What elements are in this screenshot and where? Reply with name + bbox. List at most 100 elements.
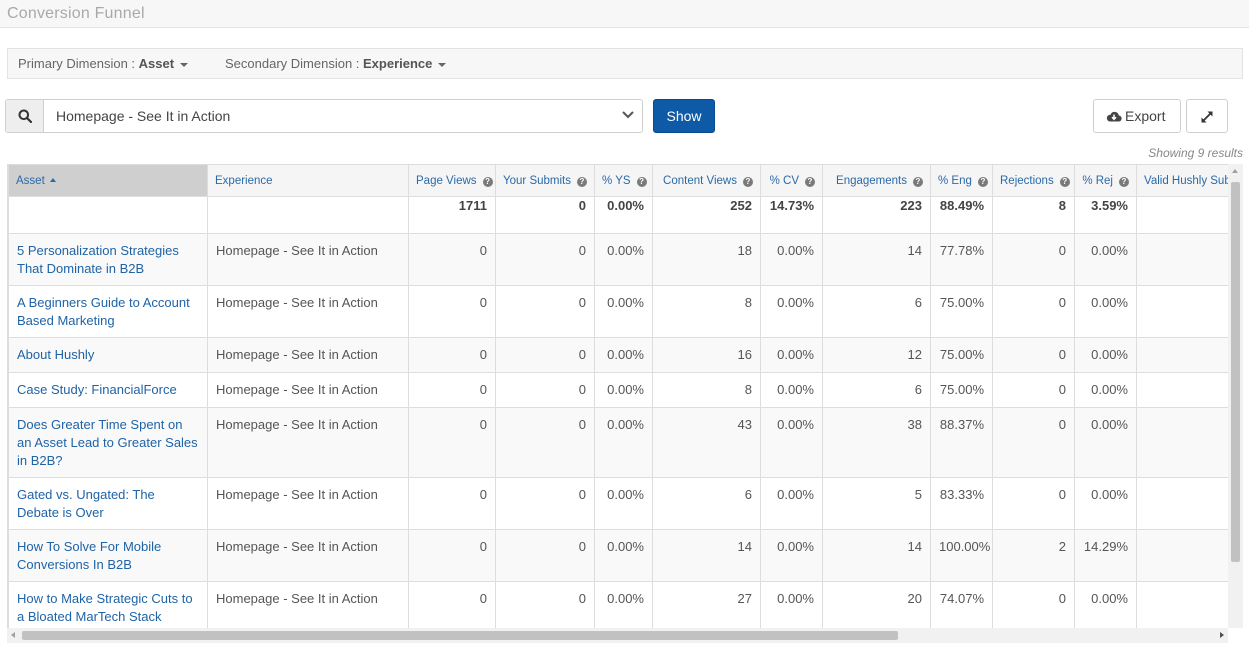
column-header-rejections[interactable]: Rejections? bbox=[992, 164, 1075, 197]
cell-pct-eng: 74.07% bbox=[930, 581, 993, 628]
experience-select[interactable]: Homepage - See It in Action bbox=[5, 99, 643, 133]
cell-pct-rej: 0.00% bbox=[1074, 372, 1137, 408]
secondary-dimension-label: Secondary Dimension : bbox=[225, 56, 364, 71]
cell-pct-eng: 75.00% bbox=[930, 285, 993, 338]
show-button[interactable]: Show bbox=[653, 99, 715, 133]
asset-link[interactable]: 5 Personalization Strategies That Domina… bbox=[17, 243, 179, 276]
help-icon[interactable]: ? bbox=[913, 176, 923, 187]
cell-page-views: 0 bbox=[408, 372, 496, 408]
cell-pct-cv: 0.00% bbox=[760, 581, 823, 628]
help-icon[interactable]: ? bbox=[743, 176, 753, 187]
column-header-pct-ys[interactable]: % YS? bbox=[594, 164, 653, 197]
cell-content-views: 16 bbox=[652, 337, 761, 373]
column-header-pct-rej[interactable]: % Rej? bbox=[1074, 164, 1137, 197]
column-header-engagements[interactable]: Engagements? bbox=[822, 164, 931, 197]
cell-your-submits: 0 bbox=[495, 529, 595, 582]
cell-pct-eng: 88.37% bbox=[930, 407, 993, 478]
column-header-pct-cv[interactable]: % CV? bbox=[760, 164, 823, 197]
cell-pct-ys: 0.00% bbox=[594, 233, 653, 286]
cell-page-views: 0 bbox=[408, 581, 496, 628]
cell-content-views: 43 bbox=[652, 407, 761, 478]
asset-link[interactable]: About Hushly bbox=[17, 347, 95, 362]
cell-content-views: 14 bbox=[652, 529, 761, 582]
asset-link[interactable]: A Beginners Guide to Account Based Marke… bbox=[17, 295, 190, 328]
totals-row: 1711 0 0.00% 252 14.73% 223 88.49% 8 3.5… bbox=[8, 196, 1228, 234]
primary-dimension-value: Asset bbox=[138, 56, 175, 71]
cell-page-views: 0 bbox=[408, 233, 496, 286]
cell-pct-rej: 0.00% bbox=[1074, 477, 1137, 530]
scroll-right-icon[interactable] bbox=[1220, 632, 1224, 638]
secondary-dimension-dropdown[interactable]: Secondary Dimension : Experience bbox=[225, 56, 447, 71]
cell-engagements: 5 bbox=[822, 477, 931, 530]
total-pct-eng: 88.49% bbox=[930, 196, 993, 234]
cell-valid-hushly bbox=[1136, 372, 1228, 408]
asset-link[interactable]: Case Study: FinancialForce bbox=[17, 382, 177, 397]
cell-pct-cv: 0.00% bbox=[760, 372, 823, 408]
cell-engagements: 6 bbox=[822, 285, 931, 338]
fullscreen-button[interactable] bbox=[1186, 99, 1228, 133]
table-row: About Hushly Homepage - See It in Action 0… bbox=[8, 337, 1228, 373]
asset-link[interactable]: How To Solve For Mobile Conversions In B… bbox=[17, 539, 162, 572]
help-icon[interactable]: ? bbox=[636, 176, 647, 187]
results-count: Showing 9 results bbox=[1148, 146, 1243, 160]
cell-your-submits: 0 bbox=[495, 372, 595, 408]
column-header-valid-hushly[interactable]: Valid Hushly Sub bbox=[1136, 164, 1228, 197]
column-header-content-views[interactable]: Content Views? bbox=[652, 164, 761, 197]
total-pct-rej: 3.59% bbox=[1074, 196, 1137, 234]
table-row: Case Study: FinancialForce Homepage - See… bbox=[8, 372, 1228, 408]
expand-icon bbox=[1201, 111, 1213, 123]
cell-your-submits: 0 bbox=[495, 477, 595, 530]
table-row: 5 Personalization Strategies That Domina… bbox=[8, 233, 1228, 286]
cell-pct-cv: 0.00% bbox=[760, 529, 823, 582]
cell-page-views: 0 bbox=[408, 285, 496, 338]
primary-dimension-dropdown[interactable]: Primary Dimension : Asset bbox=[18, 56, 189, 71]
table-row: Does Greater Time Spent on an Asset Lead… bbox=[8, 407, 1228, 478]
cell-pct-rej: 14.29% bbox=[1074, 529, 1137, 582]
help-icon[interactable]: ? bbox=[577, 176, 587, 187]
help-icon[interactable]: ? bbox=[805, 176, 815, 187]
asset-link[interactable]: Does Greater Time Spent on an Asset Lead… bbox=[17, 417, 198, 468]
column-header-page-views[interactable]: Page Views? bbox=[408, 164, 496, 197]
experience-cell: Homepage - See It in Action bbox=[207, 285, 409, 338]
cell-engagements: 20 bbox=[822, 581, 931, 628]
experience-cell: Homepage - See It in Action bbox=[207, 407, 409, 478]
experience-cell: Homepage - See It in Action bbox=[207, 233, 409, 286]
cell-valid-hushly bbox=[1136, 529, 1228, 582]
help-icon[interactable]: ? bbox=[1059, 176, 1070, 187]
cell-pct-eng: 83.33% bbox=[930, 477, 993, 530]
total-pct-ys: 0.00% bbox=[594, 196, 653, 234]
column-header-pct-eng[interactable]: % Eng? bbox=[930, 164, 993, 197]
cell-pct-ys: 0.00% bbox=[594, 285, 653, 338]
cell-pct-rej: 0.00% bbox=[1074, 407, 1137, 478]
horizontal-scrollbar[interactable] bbox=[7, 628, 1228, 643]
cell-content-views: 6 bbox=[652, 477, 761, 530]
search-addon[interactable] bbox=[6, 100, 44, 132]
cell-pct-eng: 77.78% bbox=[930, 233, 993, 286]
scroll-up-icon[interactable] bbox=[1232, 169, 1238, 173]
cell-rejections: 0 bbox=[992, 581, 1075, 628]
column-header-asset[interactable]: Asset bbox=[8, 164, 208, 197]
export-button[interactable]: Export bbox=[1093, 99, 1181, 133]
cell-rejections: 2 bbox=[992, 529, 1075, 582]
cell-pct-ys: 0.00% bbox=[594, 372, 653, 408]
caret-down-icon bbox=[438, 62, 447, 67]
help-icon[interactable]: ? bbox=[482, 176, 493, 187]
asset-link[interactable]: Gated vs. Ungated: The Debate is Over bbox=[17, 487, 155, 520]
help-icon[interactable]: ? bbox=[977, 176, 988, 187]
vertical-scroll-thumb[interactable] bbox=[1231, 182, 1240, 562]
vertical-scrollbar[interactable] bbox=[1228, 164, 1243, 628]
total-engagements: 223 bbox=[822, 196, 931, 234]
scroll-left-icon[interactable] bbox=[11, 632, 15, 638]
asset-link[interactable]: How to Make Strategic Cuts to a Bloated … bbox=[17, 591, 193, 624]
total-your-submits: 0 bbox=[495, 196, 595, 234]
cell-engagements: 6 bbox=[822, 372, 931, 408]
column-header-your-submits[interactable]: Your Submits? bbox=[495, 164, 595, 197]
column-header-experience[interactable]: Experience bbox=[207, 164, 409, 197]
cell-rejections: 0 bbox=[992, 337, 1075, 373]
horizontal-scroll-thumb[interactable] bbox=[22, 631, 898, 640]
help-icon[interactable]: ? bbox=[1119, 176, 1129, 187]
cloud-download-icon bbox=[1106, 111, 1122, 122]
experience-cell: Homepage - See It in Action bbox=[207, 477, 409, 530]
caret-down-icon bbox=[180, 62, 189, 67]
table-row: Gated vs. Ungated: The Debate is Over Hom… bbox=[8, 477, 1228, 530]
